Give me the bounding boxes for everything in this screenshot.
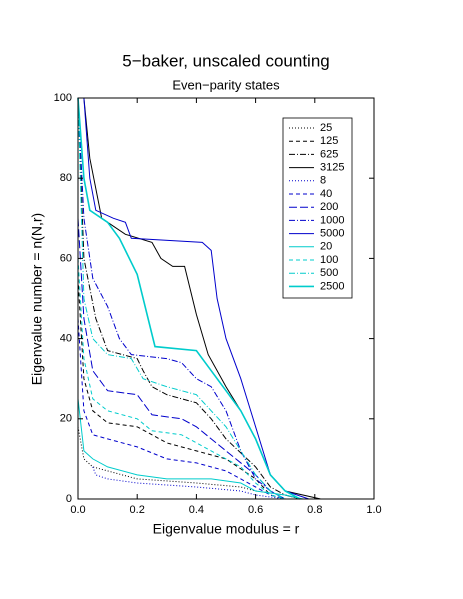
x-tick-label: 0.8 (307, 504, 322, 516)
legend-label: 2500 (320, 280, 344, 292)
series-line (92, 466, 286, 500)
legend-label: 125 (320, 135, 338, 147)
y-tick-label: 20 (60, 413, 72, 425)
y-tick-label: 40 (60, 333, 72, 345)
legend-label: 3125 (320, 162, 344, 174)
legend-label: 20 (320, 241, 332, 253)
series-line (77, 97, 301, 500)
legend-label: 25 (320, 122, 332, 134)
legend-label: 100 (320, 254, 338, 266)
legend-label: 40 (320, 188, 332, 200)
legend-label: 8 (320, 175, 326, 187)
x-axis-label: Eigenvalue modulus = r (153, 521, 300, 537)
legend-label: 5000 (320, 228, 344, 240)
x-tick-label: 0.2 (130, 504, 145, 516)
y-tick-label: 80 (60, 172, 72, 184)
x-tick-label: 0.4 (189, 504, 204, 516)
series-line (83, 97, 310, 500)
legend-box (282, 117, 353, 299)
y-axis-label: Eigenvalue number = n(N,r) (29, 213, 45, 385)
chart-title: 5−baker, unscaled counting (122, 51, 329, 70)
plot-area (77, 97, 321, 500)
series-line (77, 318, 286, 500)
legend-label: 500 (320, 267, 338, 279)
series-line (77, 258, 286, 500)
series-line (77, 97, 286, 500)
y-tick-label: 0 (66, 493, 72, 505)
series-line (77, 97, 301, 500)
series-line (77, 218, 286, 500)
x-tick-label: 1.0 (366, 504, 381, 516)
y-tick-label: 100 (54, 92, 72, 104)
series-line (77, 97, 286, 500)
legend-label: 200 (320, 201, 338, 213)
legend-label: 625 (320, 148, 338, 160)
series-line (77, 426, 301, 500)
plot-frame (77, 97, 375, 500)
x-tick-label: 0.6 (248, 504, 263, 516)
x-tick-label: 0.0 (70, 504, 85, 516)
legend-label: 1000 (320, 214, 344, 226)
series-line (77, 398, 304, 500)
y-tick-label: 60 (60, 252, 72, 264)
chart-subtitle: Even−parity states (172, 77, 280, 92)
series-line (77, 278, 286, 500)
